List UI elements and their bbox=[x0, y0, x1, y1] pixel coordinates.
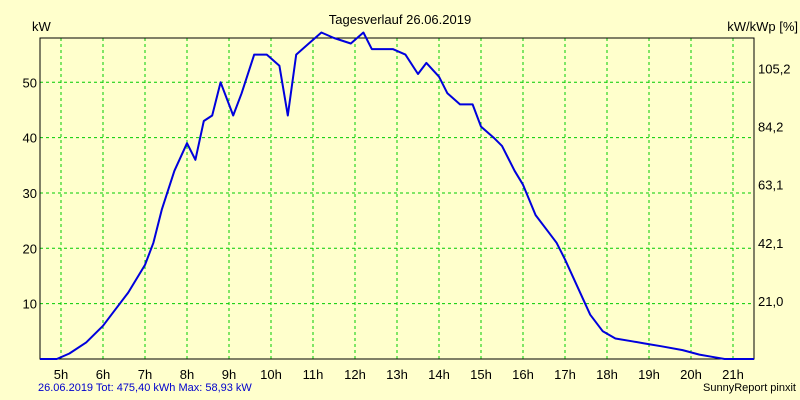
x-tick-label: 20h bbox=[680, 367, 702, 382]
x-tick-label: 18h bbox=[596, 367, 618, 382]
x-tick-label: 5h bbox=[54, 367, 68, 382]
y-tick-label: 40 bbox=[23, 131, 37, 146]
plot-frame bbox=[39, 37, 755, 360]
chart-title: Tagesverlauf 26.06.2019 bbox=[329, 12, 471, 27]
x-tick-label: 16h bbox=[512, 367, 534, 382]
series-line bbox=[40, 31, 754, 360]
y-right-tick-label: 84,2 bbox=[758, 120, 783, 135]
y-right-tick-label: 105,2 bbox=[758, 61, 791, 76]
x-tick-label: 17h bbox=[554, 367, 576, 382]
y-tick-label: 10 bbox=[23, 297, 37, 312]
x-tick-label: 12h bbox=[344, 367, 366, 382]
y-right-tick-label: 42,1 bbox=[758, 236, 783, 251]
y-axis-right-label: kW/kWp [%] bbox=[727, 19, 798, 34]
x-tick-label: 10h bbox=[260, 367, 282, 382]
x-tick-label: 9h bbox=[222, 367, 236, 382]
x-tick-label: 14h bbox=[428, 367, 450, 382]
footer-summary: 26.06.2019 Tot: 475,40 kWh Max: 58,93 kW bbox=[38, 382, 252, 394]
series-group bbox=[40, 31, 754, 360]
y-right-tick-label: 63,1 bbox=[758, 178, 783, 193]
x-tick-label: 19h bbox=[638, 367, 660, 382]
grid bbox=[40, 38, 754, 359]
x-tick-label: 15h bbox=[470, 367, 492, 382]
x-tick-label: 21h bbox=[722, 367, 744, 382]
y-axis-label: kW bbox=[32, 19, 52, 34]
tick-labels: 5h 6h 7h 8h 9h 10h 11h 12h 13h 14h 15h 16h 17h 18h 19h… bbox=[23, 61, 791, 382]
y-tick-label: 50 bbox=[23, 75, 37, 90]
y-right-tick-label: 21,0 bbox=[758, 294, 783, 309]
y-tick-label: 30 bbox=[23, 186, 37, 201]
x-tick-label: 6h bbox=[96, 367, 110, 382]
x-tick-label: 8h bbox=[180, 367, 194, 382]
footer-brand: SunnyReport pinxit bbox=[703, 382, 796, 394]
y-tick-label: 20 bbox=[23, 241, 37, 256]
x-tick-label: 11h bbox=[303, 367, 324, 382]
x-tick-label: 7h bbox=[138, 367, 152, 382]
x-tick-label: 13h bbox=[386, 367, 408, 382]
